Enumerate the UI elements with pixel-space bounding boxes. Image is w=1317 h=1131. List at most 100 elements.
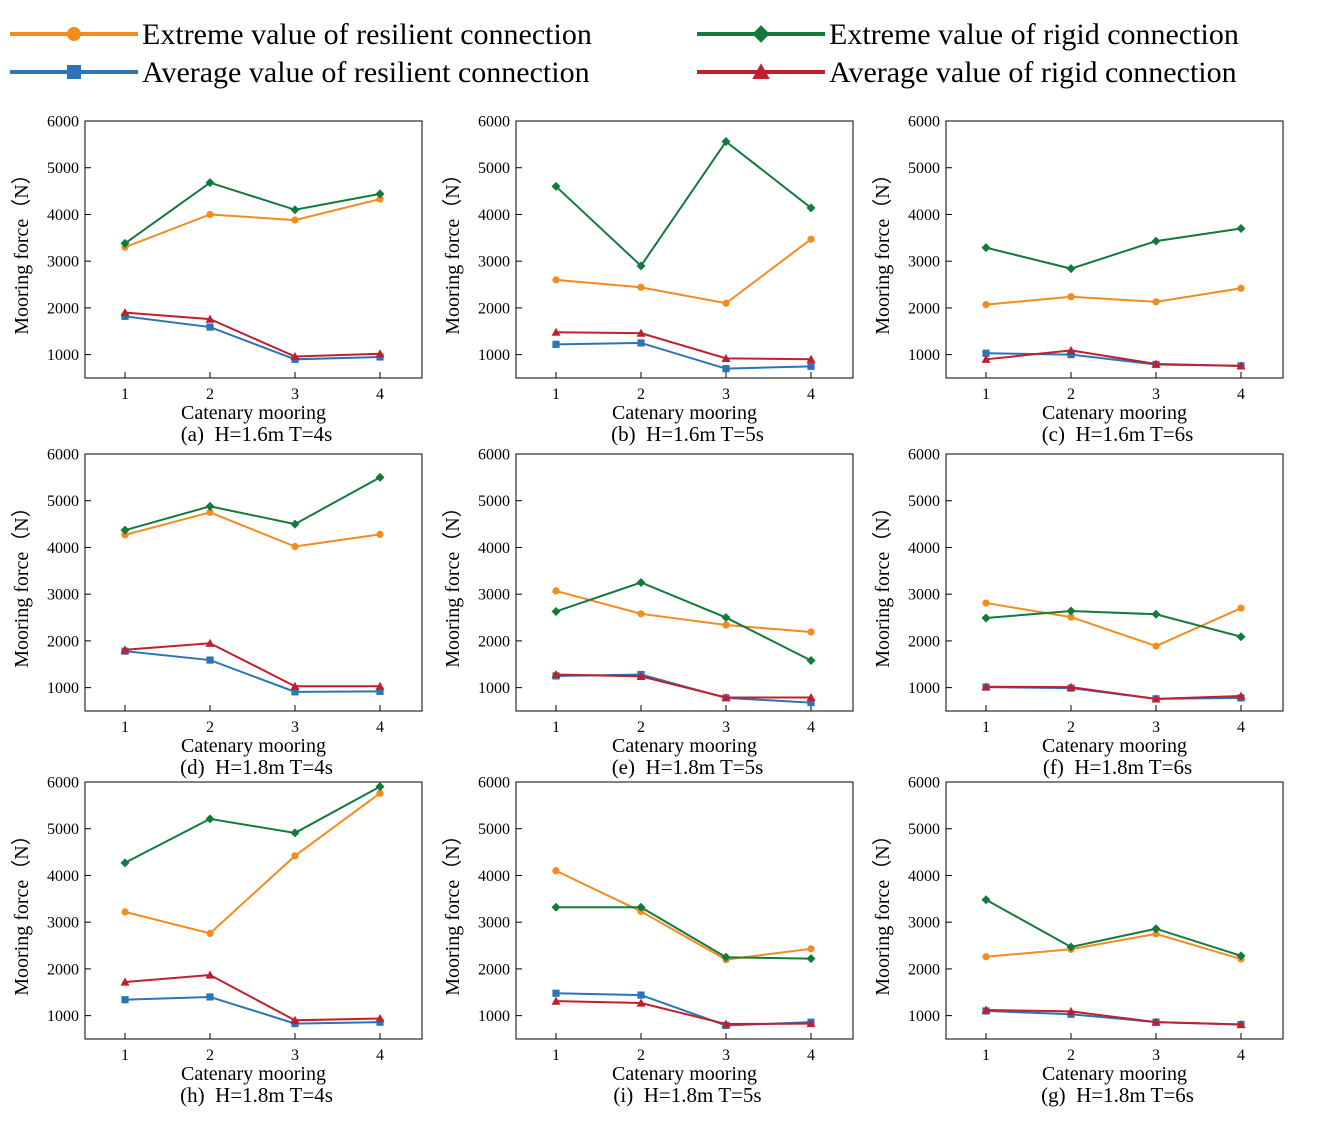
data-point [1066, 942, 1076, 952]
series-line [555, 238, 812, 305]
data-point [206, 929, 214, 937]
y-tick-label: 3000 [47, 254, 79, 271]
x-tick-label: 2 [637, 1047, 645, 1064]
series-line [985, 227, 1242, 270]
panel-caption: (c) H=1.6m T=6s [1042, 422, 1194, 446]
data-point [1151, 694, 1161, 703]
panel-caption: (h) H=1.8m T=4s [180, 1083, 333, 1107]
data-point [722, 299, 730, 307]
data-point [290, 1015, 300, 1024]
series-line [555, 331, 812, 361]
x-axis-title: Catenary mooring [612, 735, 757, 757]
series-line [124, 315, 381, 361]
data-point [551, 606, 561, 616]
x-tick-label: 3 [722, 719, 730, 736]
data-point [722, 621, 730, 629]
y-axis-title: Mooring force（N） [441, 497, 464, 668]
data-point [637, 283, 645, 291]
data-point [376, 687, 384, 695]
y-tick-label: 4000 [478, 868, 510, 885]
data-point [981, 682, 991, 691]
data-point [806, 656, 816, 666]
x-tick-label: 4 [1237, 719, 1245, 736]
plot-frame [84, 781, 423, 1040]
data-point [291, 542, 299, 551]
panel-caption: (g) H=1.8m T=6s [1041, 1083, 1194, 1107]
x-tick-label: 3 [291, 1047, 299, 1064]
x-axis-title: Catenary mooring [1042, 1063, 1187, 1085]
series-line [124, 476, 381, 532]
x-tick-label: 2 [206, 386, 214, 403]
y-tick-label: 6000 [47, 775, 79, 792]
x-axis-title: Catenary mooring [181, 735, 326, 757]
series-line [985, 287, 1242, 306]
y-axis-title: Mooring force（N） [871, 497, 894, 668]
data-point [1066, 606, 1076, 616]
data-point [206, 323, 214, 331]
data-point [205, 178, 215, 188]
panel-caption: (a) H=1.6m T=4s [181, 422, 333, 446]
y-tick-label: 6000 [47, 447, 79, 464]
data-point [1151, 1017, 1161, 1026]
data-point [376, 789, 384, 797]
y-tick-label: 2000 [47, 633, 79, 650]
y-tick-label: 5000 [478, 821, 510, 838]
x-tick-label: 4 [376, 386, 384, 403]
data-point [807, 698, 815, 707]
data-point [636, 261, 646, 271]
data-point [807, 945, 815, 953]
plot-frame [945, 453, 1284, 712]
data-point [290, 828, 300, 838]
data-point [290, 205, 300, 215]
data-point [290, 681, 300, 690]
data-point [1067, 293, 1075, 301]
series-line [985, 898, 1242, 957]
chart-panel: 1000 2000 3000 4000 5000 6000 1 2 3 4 Catenary moo… [441, 114, 854, 446]
legend: Extreme value of resilient connection Ext… [10, 18, 1239, 89]
x-tick-label: 1 [552, 1047, 560, 1064]
data-point [120, 525, 130, 535]
data-point [551, 902, 561, 912]
x-tick-label: 2 [637, 386, 645, 403]
panel-caption: (e) H=1.8m T=5s [612, 755, 764, 779]
series-line [124, 198, 381, 249]
legend-label: Average value of resilient connection [142, 56, 590, 89]
y-tick-label: 6000 [47, 114, 79, 131]
plot-frame [84, 120, 423, 379]
y-tick-label: 3000 [908, 587, 940, 604]
series-line [124, 511, 381, 548]
data-point [205, 970, 215, 979]
data-point [375, 189, 385, 199]
data-point [375, 1013, 385, 1023]
y-tick-label: 4000 [908, 540, 940, 557]
data-point [806, 954, 816, 964]
chart-panel: 1000 2000 3000 4000 5000 6000 1 2 3 4 Catenary moo… [10, 775, 423, 1107]
data-point [806, 692, 816, 702]
y-tick-label: 3000 [47, 587, 79, 604]
x-tick-label: 2 [206, 719, 214, 736]
data-point [1066, 682, 1076, 691]
series-line [555, 589, 812, 634]
data-point [721, 613, 731, 623]
x-tick-label: 1 [552, 386, 560, 403]
data-point [205, 314, 215, 323]
y-tick-label: 1000 [908, 1008, 940, 1025]
y-tick-label: 3000 [478, 915, 510, 932]
y-tick-label: 2000 [908, 633, 940, 650]
legend-label: Extreme value of rigid connection [829, 18, 1239, 51]
y-tick-label: 1000 [47, 347, 79, 364]
chart-panel: 1000 2000 3000 4000 5000 6000 1 2 3 4 Catenary moo… [441, 775, 854, 1107]
y-axis-title: Mooring force（N） [871, 825, 894, 996]
data-point [721, 1019, 731, 1028]
panel-caption: (f) H=1.8m T=6s [1043, 755, 1192, 779]
y-tick-label: 6000 [478, 114, 510, 131]
y-tick-label: 2000 [47, 961, 79, 978]
y-tick-label: 4000 [908, 207, 940, 224]
y-axis-title: Mooring force（N） [10, 164, 33, 335]
y-tick-label: 6000 [908, 114, 940, 131]
data-point [1152, 642, 1160, 650]
data-point [376, 1018, 384, 1026]
data-point [1067, 351, 1075, 359]
y-axis-title: Mooring force（N） [10, 497, 33, 668]
